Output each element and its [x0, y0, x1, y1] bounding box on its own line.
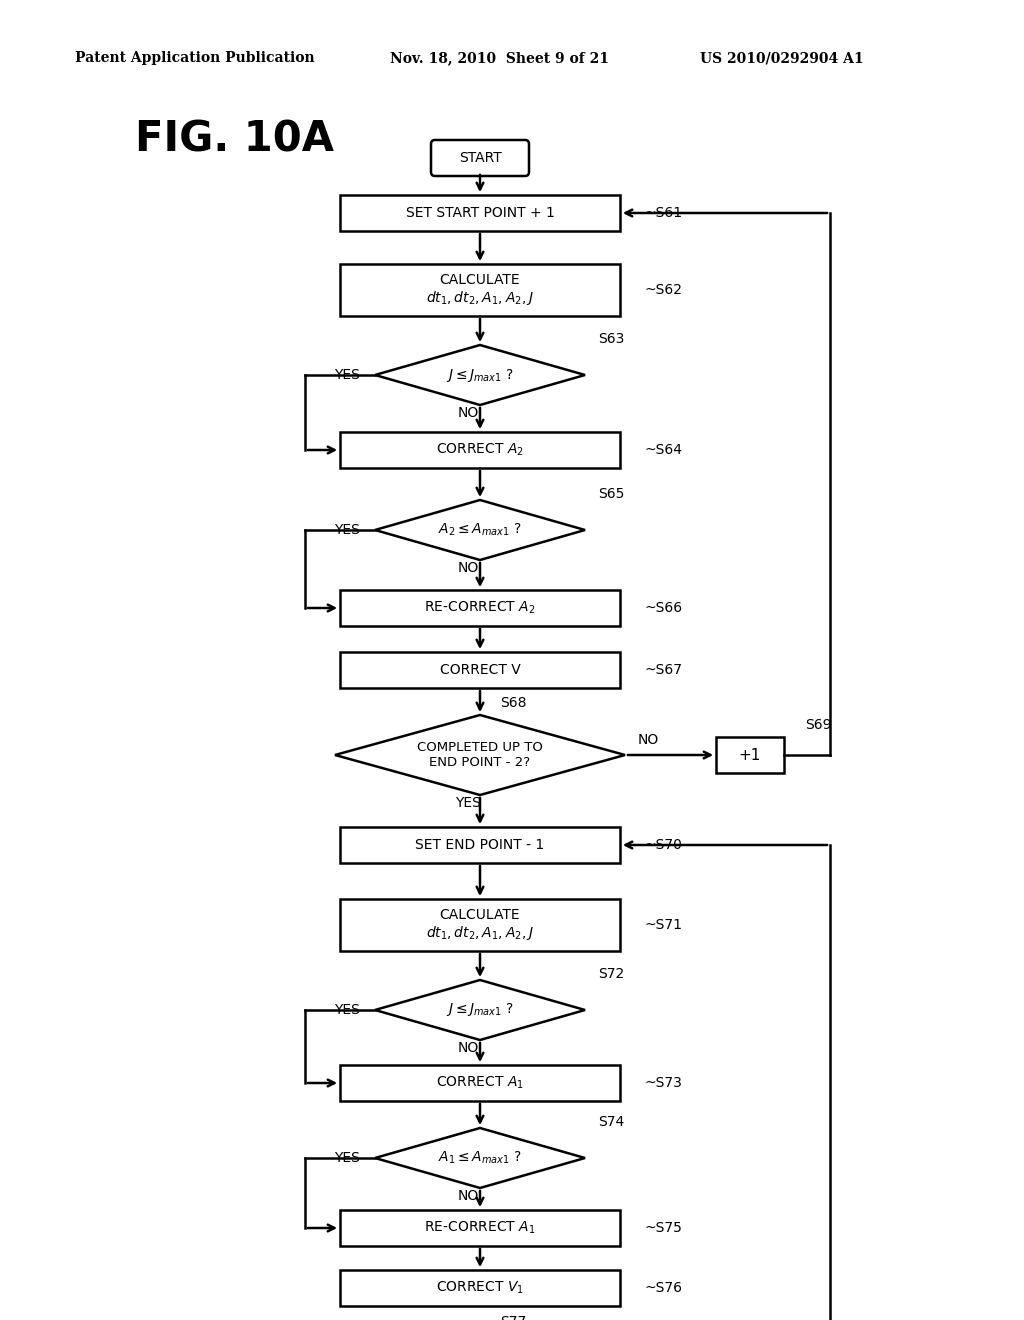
- FancyBboxPatch shape: [340, 432, 620, 469]
- FancyBboxPatch shape: [340, 264, 620, 315]
- Text: ~S70: ~S70: [645, 838, 683, 851]
- Text: Nov. 18, 2010  Sheet 9 of 21: Nov. 18, 2010 Sheet 9 of 21: [390, 51, 609, 65]
- Text: RE-CORRECT $A_1$: RE-CORRECT $A_1$: [424, 1220, 536, 1237]
- Text: FIG. 10A: FIG. 10A: [135, 119, 334, 161]
- Text: $J \leq J_{max1}$ ?: $J \leq J_{max1}$ ?: [446, 367, 514, 384]
- FancyBboxPatch shape: [340, 828, 620, 863]
- Text: CORRECT $A_2$: CORRECT $A_2$: [436, 442, 524, 458]
- Text: US 2010/0292904 A1: US 2010/0292904 A1: [700, 51, 863, 65]
- Text: CORRECT V: CORRECT V: [439, 663, 520, 677]
- Text: NO: NO: [458, 1189, 478, 1203]
- Text: CORRECT $A_1$: CORRECT $A_1$: [436, 1074, 524, 1092]
- Text: ~S64: ~S64: [645, 444, 683, 457]
- Text: NO: NO: [458, 1041, 478, 1055]
- FancyBboxPatch shape: [340, 652, 620, 688]
- Text: CALCULATE
$dt_1, dt_2, A_1, A_2, J$: CALCULATE $dt_1, dt_2, A_1, A_2, J$: [426, 273, 534, 308]
- Text: $J \leq J_{max1}$ ?: $J \leq J_{max1}$ ?: [446, 1002, 514, 1019]
- Text: YES: YES: [334, 1003, 360, 1016]
- Text: SET START POINT + 1: SET START POINT + 1: [406, 206, 554, 220]
- Text: S72: S72: [598, 968, 625, 981]
- FancyBboxPatch shape: [340, 195, 620, 231]
- Text: NO: NO: [638, 733, 659, 747]
- Text: ~S66: ~S66: [645, 601, 683, 615]
- Polygon shape: [375, 1129, 585, 1188]
- Text: S63: S63: [598, 333, 625, 346]
- Text: ~S71: ~S71: [645, 917, 683, 932]
- Text: NO: NO: [458, 561, 478, 576]
- Text: SET END POINT - 1: SET END POINT - 1: [416, 838, 545, 851]
- Polygon shape: [375, 979, 585, 1040]
- Text: START: START: [459, 150, 502, 165]
- Text: S68: S68: [500, 696, 526, 710]
- FancyBboxPatch shape: [716, 737, 784, 774]
- Text: ~S75: ~S75: [645, 1221, 683, 1236]
- Text: $A_1 \leq A_{max1}$ ?: $A_1 \leq A_{max1}$ ?: [438, 1150, 522, 1166]
- Text: CALCULATE
$dt_1, dt_2, A_1, A_2, J$: CALCULATE $dt_1, dt_2, A_1, A_2, J$: [426, 908, 534, 942]
- FancyBboxPatch shape: [340, 1065, 620, 1101]
- FancyBboxPatch shape: [340, 1210, 620, 1246]
- Text: COMPLETED UP TO
END POINT - 2?: COMPLETED UP TO END POINT - 2?: [417, 741, 543, 770]
- Text: CORRECT $V_1$: CORRECT $V_1$: [436, 1280, 524, 1296]
- Text: YES: YES: [334, 368, 360, 381]
- FancyBboxPatch shape: [340, 899, 620, 950]
- Text: ~S62: ~S62: [645, 282, 683, 297]
- Text: YES: YES: [334, 523, 360, 537]
- Text: ~S76: ~S76: [645, 1280, 683, 1295]
- Text: NO: NO: [458, 407, 478, 420]
- Polygon shape: [375, 345, 585, 405]
- Text: +1: +1: [738, 747, 761, 763]
- Text: $A_2 \leq A_{max1}$ ?: $A_2 \leq A_{max1}$ ?: [438, 521, 522, 539]
- Text: YES: YES: [334, 1151, 360, 1166]
- Text: S77: S77: [500, 1315, 526, 1320]
- FancyBboxPatch shape: [340, 1270, 620, 1305]
- Text: ~S73: ~S73: [645, 1076, 683, 1090]
- Polygon shape: [375, 500, 585, 560]
- Text: S65: S65: [598, 487, 625, 502]
- FancyBboxPatch shape: [340, 590, 620, 626]
- Polygon shape: [335, 715, 625, 795]
- Text: ~S67: ~S67: [645, 663, 683, 677]
- FancyBboxPatch shape: [431, 140, 529, 176]
- Text: YES: YES: [455, 796, 481, 810]
- Text: S74: S74: [598, 1115, 625, 1129]
- Text: S69: S69: [805, 718, 831, 733]
- Text: ~S61: ~S61: [645, 206, 683, 220]
- Text: Patent Application Publication: Patent Application Publication: [75, 51, 314, 65]
- Text: RE-CORRECT $A_2$: RE-CORRECT $A_2$: [424, 599, 536, 616]
